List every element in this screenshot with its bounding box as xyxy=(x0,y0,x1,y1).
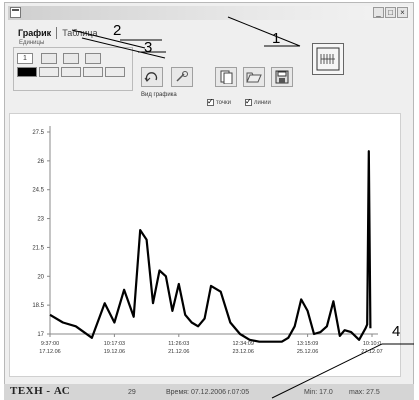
unit-option-2[interactable] xyxy=(41,53,57,64)
x-tick-label-date: 25.12.06 xyxy=(297,349,318,355)
x-tick-label-time: 13:15:09 xyxy=(297,341,318,347)
copy-icon xyxy=(220,70,233,84)
x-tick-label-date: 23.12.06 xyxy=(232,349,253,355)
x-tick-label-time: 11:26:03 xyxy=(168,341,189,347)
line-chart: 27.5 26 24.5 23 21.5 20 18.5 17 9:37:00 17.12.06 1… xyxy=(32,126,383,355)
y-tick-label: 24.5 xyxy=(32,188,44,194)
tab-table[interactable]: Таблица xyxy=(56,27,102,39)
x-tick-label-time: 9:37:00 xyxy=(41,341,59,347)
callout-1: 1 xyxy=(272,30,281,47)
x-tick-label-time: 10:17:03 xyxy=(104,341,125,347)
tab-graph[interactable]: График xyxy=(18,28,52,38)
zoom-button[interactable] xyxy=(171,67,193,87)
status-bar: ТЕХН - АС 29 Время: 07.12.2006 г.07:05 M… xyxy=(4,384,414,400)
unit-option-3[interactable] xyxy=(63,53,79,64)
toolbar: Единицы 1 xyxy=(11,39,407,106)
app-icon xyxy=(10,7,21,18)
x-tick-label-time: 12:34:09 xyxy=(232,341,253,347)
callout-2: 2 xyxy=(113,22,122,39)
color-swatch-2[interactable] xyxy=(39,67,59,77)
y-tick-label: 21.5 xyxy=(32,245,44,251)
close-button[interactable]: × xyxy=(397,7,408,18)
title-bar: _ □ × xyxy=(8,6,410,20)
save-icon xyxy=(275,70,289,84)
callout-3: 3 xyxy=(144,39,153,56)
color-swatch-5[interactable] xyxy=(105,67,125,77)
zoom-icon xyxy=(176,71,188,82)
y-tick-label: 23 xyxy=(37,217,44,223)
y-tick-label: 17 xyxy=(37,332,44,338)
copy-button[interactable] xyxy=(215,67,237,87)
open-icon xyxy=(246,72,262,83)
open-button[interactable] xyxy=(243,67,265,87)
tab-bar: График Таблица xyxy=(13,27,102,39)
undo-icon xyxy=(144,72,158,82)
series-line xyxy=(49,150,372,343)
x-tick-label-date: 27.12.07 xyxy=(361,349,382,355)
maximize-button[interactable]: □ xyxy=(385,7,396,18)
minimize-button[interactable]: _ xyxy=(373,7,384,18)
color-swatch-3[interactable] xyxy=(61,67,81,77)
save-button[interactable] xyxy=(271,67,293,87)
y-tick-label: 18.5 xyxy=(32,303,44,309)
undo-button[interactable] xyxy=(141,67,163,87)
unit-input[interactable]: 1 xyxy=(17,53,33,64)
x-tick-label-date: 21.12.06 xyxy=(168,349,189,355)
record-time: Время: 07.12.2006 г.07:05 xyxy=(166,389,250,396)
print-icon xyxy=(316,47,340,71)
brand-label: ТЕХН - АС xyxy=(10,385,71,397)
color-swatch-4[interactable] xyxy=(83,67,103,77)
points-checkbox-row: точки xyxy=(207,97,231,106)
max-value: max: 27.5 xyxy=(349,389,380,396)
lines-checkbox-label: линии xyxy=(254,99,271,106)
unit-option-4[interactable] xyxy=(85,53,101,64)
units-group-label: Единицы xyxy=(19,40,45,46)
chart-panel: 27.5 26 24.5 23 21.5 20 18.5 17 9:37:00 17.12.06 1… xyxy=(9,113,401,377)
min-value: Min: 17.0 xyxy=(304,389,333,396)
print-button[interactable] xyxy=(312,43,344,75)
points-checkbox[interactable] xyxy=(207,97,214,106)
x-tick-label-date: 19.12.06 xyxy=(104,349,125,355)
x-tick-label-date: 17.12.06 xyxy=(39,349,60,355)
x-tick-label-time: 10:10:0 xyxy=(363,341,381,347)
record-count: 29 xyxy=(128,389,136,396)
callout-4: 4 xyxy=(392,323,401,340)
points-checkbox-label: точки xyxy=(216,99,231,106)
color-swatch-black[interactable] xyxy=(17,67,37,77)
y-tick-label: 27.5 xyxy=(32,130,44,136)
lines-checkbox-row: линии xyxy=(245,97,271,106)
plot-type-label: Вид графика xyxy=(141,92,177,98)
y-tick-label: 26 xyxy=(37,159,44,165)
lines-checkbox[interactable] xyxy=(245,97,252,106)
y-tick-label: 20 xyxy=(37,274,44,280)
